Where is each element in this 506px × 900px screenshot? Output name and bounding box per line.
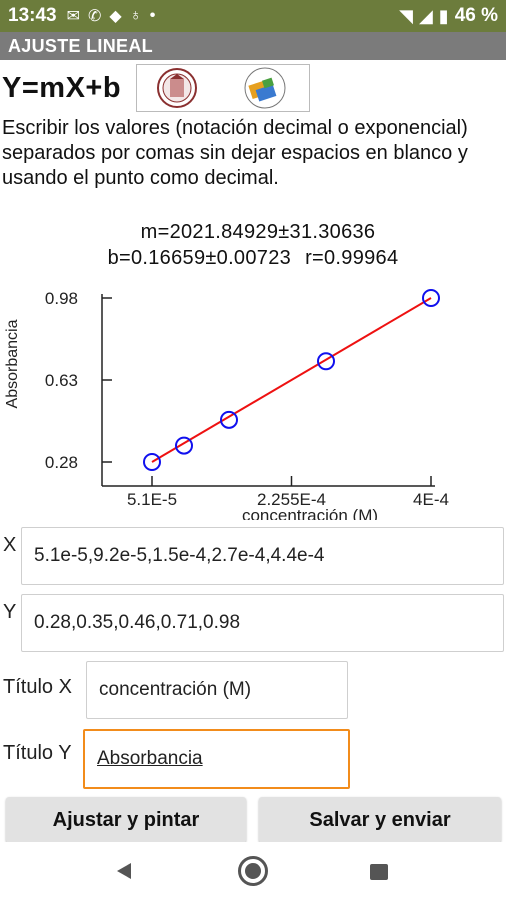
data-point [317,352,335,371]
x-tick-label: 2.255E-4 [257,490,326,509]
fit-line-group [151,297,432,463]
status-right: ◥ ◢ ▮ 46 % [399,5,498,27]
title-y-text: Absorbancia [97,748,203,769]
whatsapp-icon: ✆ [88,8,102,25]
y-tick-label: 0.63 [45,371,78,390]
wifi-icon: ◥ [399,5,413,26]
title-x-label: Título X [3,676,72,698]
instructions-text: Escribir los valores (notación decimal o… [2,117,468,189]
title-x-text: concentración (M) [99,679,252,700]
university-logos [157,67,286,109]
x-tick-label: 4E-4 [413,490,449,509]
title-y-label: Título Y [3,742,72,764]
status-time: 13:43 [8,5,57,26]
battery-percent: 46 % [454,5,498,26]
x-tick-label: 5.1E-5 [127,490,177,509]
y-tick-label: 0.98 [45,289,78,308]
title-y-input[interactable]: Absorbancia [83,729,350,789]
recents-icon[interactable] [370,864,388,880]
dot-icon: • [149,7,156,24]
app-bar-title: AJUSTE LINEAL [0,32,506,60]
regression-chart: 0.28 0.63 0.98 5.1E-5 2.255E-4 4E-4 concentrac… [0,276,506,521]
equation-row: Y=mX+b [0,64,506,114]
feedly-icon: ◆ [109,8,122,25]
y-tick-label: 0.28 [45,453,78,472]
x-label: X [3,534,17,556]
back-icon[interactable] [117,863,131,879]
data-point [175,436,193,455]
y-values-input[interactable]: 0.28,0.35,0.46,0.71,0.98 [21,594,504,652]
department-logo-icon [244,67,286,109]
chart-svg: 0.28 0.63 0.98 5.1E-5 2.255E-4 4E-4 concentrac… [4,289,449,521]
x-values-input[interactable]: 5.1e-5,9.2e-5,1.5e-4,2.7e-4,4.4e-4 [21,527,504,585]
y-axis-title: Absorbancia [4,319,21,408]
correlation-value: r=0.99964 [305,247,399,269]
signal-icon: ◢ [418,5,433,26]
y-values-text: 0.28,0.35,0.46,0.71,0.98 [34,612,241,633]
title-x-input[interactable]: concentración (M) [86,661,348,719]
bulb-icon: ♁ [129,7,142,24]
navigation-bar [0,842,506,900]
university-seal-icon [157,68,197,108]
y-label: Y [3,601,17,623]
home-icon[interactable] [238,856,268,886]
logos-image [136,64,310,112]
data-point [422,289,440,307]
data-point [220,410,238,429]
equation-title: Y=mX+b [2,72,122,104]
chart-labels-group: 0.28 0.63 0.98 5.1E-5 2.255E-4 4E-4 concentrac… [4,289,449,521]
data-points-group [143,289,440,471]
notification-icons: ✉ ✆ ◆ ♁ • [67,6,156,26]
data-point [143,453,161,471]
gmail-icon: ✉ [66,8,81,25]
chart-background [0,276,506,521]
x-axis-title: concentración (M) [242,506,378,521]
slope-result: m=2021.84929±31.30636 [140,221,376,243]
intercept-result: b=0.16659±0.00723 r=0.99964 [0,247,506,270]
x-values-text: 5.1e-5,9.2e-5,1.5e-4,2.7e-4,4.4e-4 [34,545,325,566]
fit-line [151,297,432,463]
save-send-button[interactable]: Salvar y enviar [259,797,501,843]
status-bar: 13:43 ✉ ✆ ◆ ♁ • ◥ ◢ ▮ 46 % [0,0,506,32]
intercept-value: b=0.16659±0.00723 [107,247,292,269]
fit-plot-button[interactable]: Ajustar y pintar [6,797,246,843]
battery-icon: ▮ [438,5,449,26]
chart-axes [101,294,435,487]
